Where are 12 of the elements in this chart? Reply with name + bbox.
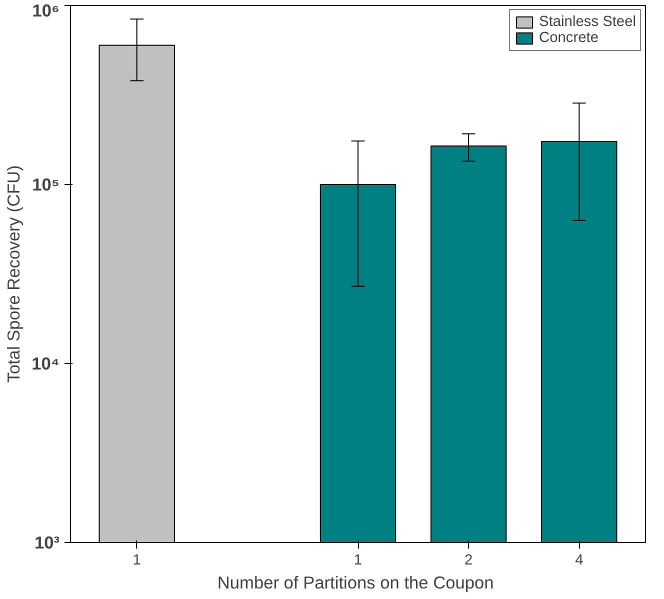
y-tick-label: 10⁶	[32, 0, 60, 20]
y-axis-title: Total Spore Recovery (CFU)	[4, 165, 24, 383]
y-tick-label: 10⁵	[32, 174, 60, 194]
x-tick-label: 2	[464, 552, 473, 568]
legend-label: Stainless Steel	[539, 14, 636, 30]
y-tick-label: 10³	[34, 532, 60, 552]
y-tick-label: 10⁴	[32, 354, 60, 374]
x-tick-label: 1	[354, 552, 362, 568]
legend-label: Concrete	[539, 30, 599, 46]
x-tick-label: 1	[132, 552, 141, 568]
x-axis-title: Number of Partitions on the Coupon	[217, 572, 494, 592]
x-tick-label: 4	[575, 552, 584, 568]
